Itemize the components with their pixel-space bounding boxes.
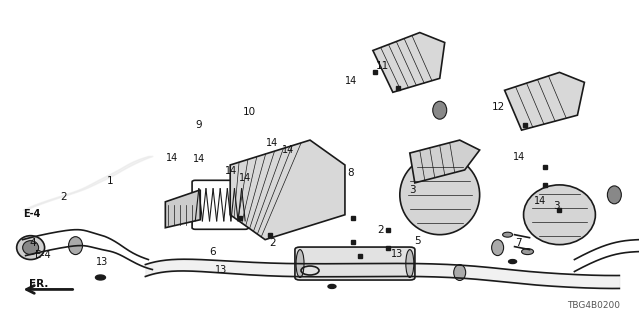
FancyBboxPatch shape: [295, 247, 415, 280]
Text: 14: 14: [225, 166, 237, 176]
Polygon shape: [504, 72, 584, 130]
Ellipse shape: [296, 250, 304, 277]
Circle shape: [95, 275, 106, 280]
Text: 14: 14: [266, 139, 278, 148]
Text: 14: 14: [166, 153, 178, 164]
Ellipse shape: [17, 236, 45, 260]
Text: 8: 8: [348, 168, 354, 178]
Circle shape: [502, 232, 513, 237]
Polygon shape: [230, 140, 345, 240]
Text: 6: 6: [209, 247, 216, 257]
Text: FR.: FR.: [29, 279, 49, 289]
Text: 14: 14: [513, 152, 525, 162]
Text: 14: 14: [344, 76, 356, 86]
Text: 13: 13: [215, 265, 227, 275]
Ellipse shape: [22, 241, 38, 255]
Text: 14: 14: [239, 172, 252, 182]
Text: TBG4B0200: TBG4B0200: [567, 301, 620, 310]
Text: 10: 10: [243, 107, 256, 116]
Text: 13: 13: [390, 249, 403, 259]
Text: 7: 7: [515, 238, 522, 248]
Ellipse shape: [400, 155, 479, 235]
Text: E-4: E-4: [35, 250, 51, 260]
Ellipse shape: [454, 265, 466, 280]
Text: 5: 5: [413, 236, 420, 246]
Text: 11: 11: [376, 61, 389, 71]
Text: E-4: E-4: [22, 209, 40, 219]
Text: 4: 4: [29, 238, 36, 248]
Ellipse shape: [406, 250, 414, 277]
Ellipse shape: [492, 240, 504, 256]
Text: 2: 2: [269, 238, 275, 248]
Text: 2: 2: [378, 225, 384, 235]
Circle shape: [509, 260, 516, 264]
Text: 1: 1: [108, 176, 114, 186]
Circle shape: [522, 249, 534, 255]
Circle shape: [328, 284, 336, 288]
Polygon shape: [410, 140, 479, 183]
Text: 14: 14: [193, 154, 205, 164]
Text: 14: 14: [534, 196, 547, 206]
Text: 2: 2: [60, 192, 67, 202]
Text: 9: 9: [195, 120, 202, 130]
Text: 14: 14: [282, 146, 294, 156]
Text: 13: 13: [95, 257, 108, 267]
Ellipse shape: [433, 101, 447, 119]
Polygon shape: [165, 190, 200, 228]
Text: 3: 3: [410, 185, 416, 195]
Text: 12: 12: [492, 102, 506, 112]
Ellipse shape: [524, 185, 595, 244]
Polygon shape: [373, 33, 445, 92]
Ellipse shape: [607, 186, 621, 204]
Text: 3: 3: [553, 201, 559, 211]
Ellipse shape: [68, 237, 83, 255]
